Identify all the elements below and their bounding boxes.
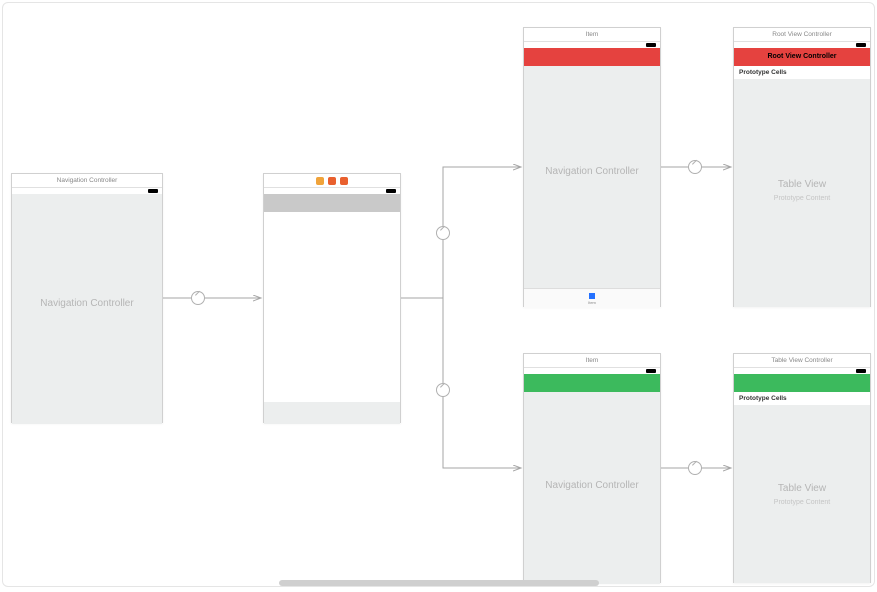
scene-navigation-controller-green[interactable]: Item Navigation Controller: [523, 353, 661, 583]
scene-body: Navigation Controller: [12, 194, 162, 424]
scene-title: Root View Controller: [734, 28, 870, 42]
scene-icon: [328, 177, 336, 185]
tab-bar[interactable]: Item: [524, 288, 660, 308]
tab-label: Item: [588, 300, 596, 305]
table-view-sublabel: Prototype Content: [734, 195, 870, 202]
status-bar: [524, 42, 660, 48]
scene-icon: [340, 177, 348, 185]
status-bar: [524, 368, 660, 374]
scene-body: Navigation Controller: [524, 392, 660, 584]
segue-icon[interactable]: [688, 160, 702, 174]
scene-body: Navigation Controller: [524, 66, 660, 288]
table-view-sublabel: Prototype Content: [734, 499, 870, 506]
segue-icon[interactable]: [191, 291, 205, 305]
status-bar: [734, 368, 870, 374]
battery-icon: [646, 369, 656, 373]
tab-icon[interactable]: [589, 293, 595, 299]
scene-title: Navigation Controller: [12, 174, 162, 188]
segue-icon[interactable]: [688, 461, 702, 475]
scene-icon: [316, 177, 324, 185]
scene-view-controller[interactable]: [263, 173, 401, 423]
scene-navigation-controller-left[interactable]: Navigation Controller Navigation Control…: [11, 173, 163, 423]
status-bar: [734, 42, 870, 48]
horizontal-scrollbar[interactable]: [279, 580, 599, 586]
table-view-label: Table View: [734, 179, 870, 190]
battery-icon: [646, 43, 656, 47]
scene-root-view-controller[interactable]: Root View Controller Root View Controlle…: [733, 27, 871, 307]
scene-table-view-controller[interactable]: Table View Controller Prototype Cells Ta…: [733, 353, 871, 583]
scene-title: Table View Controller: [734, 354, 870, 368]
battery-icon: [856, 43, 866, 47]
nav-controller-label: Navigation Controller: [12, 298, 162, 309]
nav-bar-red: [524, 48, 660, 66]
tab-bar-placeholder: [264, 402, 400, 424]
view-content: [264, 212, 400, 402]
battery-icon: [386, 189, 396, 193]
table-view-body: Table View Prototype Content: [734, 405, 870, 583]
scene-title-icons: [264, 174, 400, 188]
nav-bar-placeholder: [264, 194, 400, 212]
scene-navigation-controller-red[interactable]: Item Navigation Controller Item: [523, 27, 661, 307]
nav-controller-label: Navigation Controller: [524, 166, 660, 177]
status-bar: [264, 188, 400, 194]
nav-bar-green: [734, 374, 870, 392]
prototype-cells-label: Prototype Cells: [734, 66, 870, 79]
scene-title: Item: [524, 28, 660, 42]
table-view-body: Table View Prototype Content: [734, 79, 870, 307]
scene-title: Item: [524, 354, 660, 368]
battery-icon: [856, 369, 866, 373]
segue-icon[interactable]: [436, 226, 450, 240]
segue-icon[interactable]: [436, 383, 450, 397]
storyboard-canvas[interactable]: Navigation Controller Navigation Control…: [2, 2, 875, 587]
battery-icon: [148, 189, 158, 193]
table-view-label: Table View: [734, 483, 870, 494]
nav-bar-green: [524, 374, 660, 392]
nav-controller-label: Navigation Controller: [524, 480, 660, 491]
nav-bar-red: Root View Controller: [734, 48, 870, 66]
nav-bar-title: Root View Controller: [734, 48, 870, 66]
prototype-cells-label: Prototype Cells: [734, 392, 870, 405]
